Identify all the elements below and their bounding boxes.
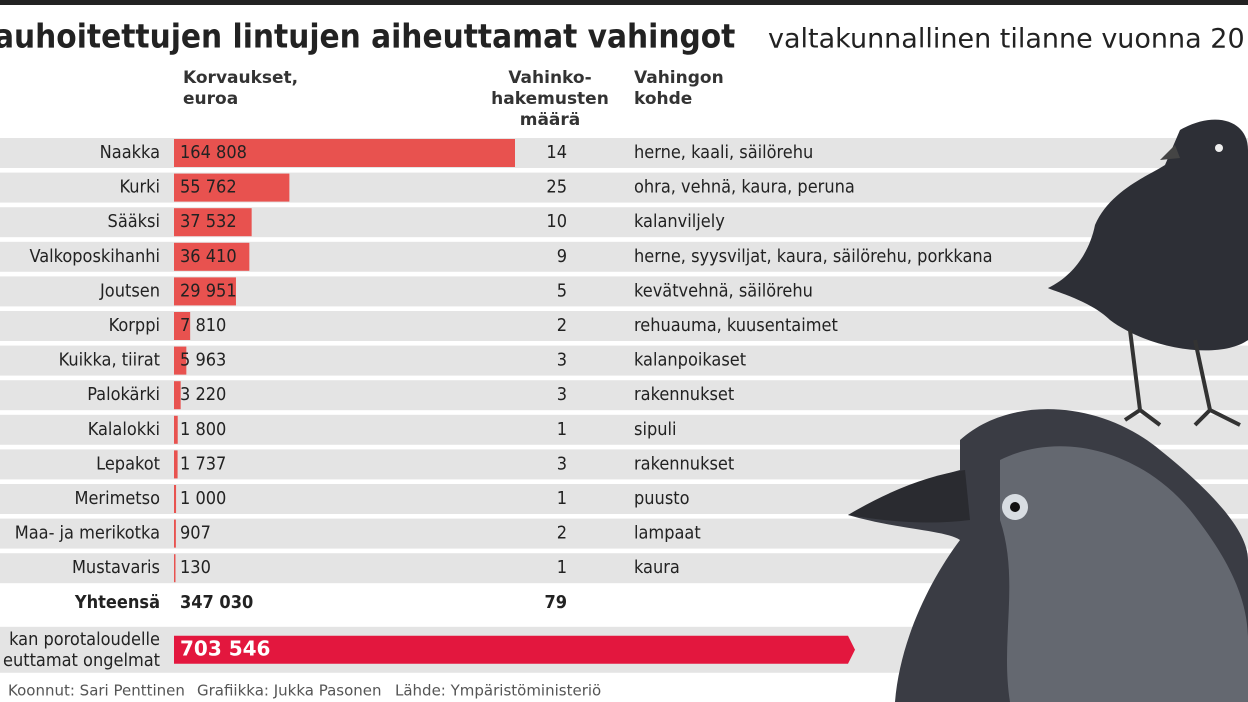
reindeer-bar <box>174 635 855 664</box>
value-label: 55 762 <box>180 177 237 198</box>
row-band <box>0 345 1248 376</box>
row-band <box>0 380 1248 411</box>
bar <box>174 139 515 167</box>
row-label: Korppi <box>109 315 160 336</box>
row-label: Maa- ja merikotka <box>15 523 160 544</box>
value-label: 36 410 <box>180 246 237 267</box>
bar <box>174 415 178 444</box>
row-label: Merimetso <box>74 488 160 509</box>
application-count: 3 <box>557 384 567 405</box>
subtitle: valtakunnallinen tilanne vuonna 20 <box>768 24 1245 55</box>
column-header: Korvaukset, <box>183 68 298 88</box>
damage-target: kevätvehnä, säilörehu <box>634 280 813 301</box>
footer-credit: Lähde: Ympäristöministeriö <box>395 682 601 700</box>
total-applications: 79 <box>544 592 567 613</box>
column-header: hakemusten <box>491 89 609 109</box>
damage-target: puusto <box>634 488 690 509</box>
application-count: 1 <box>557 557 567 578</box>
application-count: 3 <box>557 453 567 474</box>
crow-illustration <box>848 119 1248 702</box>
column-header: kohde <box>634 89 692 109</box>
application-count: 5 <box>557 280 567 301</box>
row-label: Naakka <box>100 142 160 163</box>
row-label: Palokärki <box>87 384 160 405</box>
damage-target: rehuauma, kuusentaimet <box>634 315 838 336</box>
bar <box>174 485 177 513</box>
damage-target: lampaat <box>634 523 701 544</box>
damage-target: sipuli <box>634 419 677 440</box>
value-label: 37 532 <box>180 211 237 232</box>
damage-target: herne, syysviljat, kaura, säilörehu, por… <box>634 246 993 267</box>
bar <box>174 208 252 237</box>
footer-credit: Koonnut: Sari Penttinen <box>8 682 185 700</box>
application-count: 14 <box>546 142 567 163</box>
row-label: Valkoposkihanhi <box>30 246 160 267</box>
value-label: 1 800 <box>180 419 226 440</box>
row-label: Kurki <box>119 177 160 198</box>
value-label: 130 <box>180 557 211 578</box>
bar <box>174 312 191 340</box>
reindeer-label: kan porotaloudelle <box>9 629 160 650</box>
value-label: 164 808 <box>180 142 247 163</box>
damage-target: rakennukset <box>634 453 734 474</box>
application-count: 9 <box>557 246 567 267</box>
bar <box>174 554 176 583</box>
column-header: Vahingon <box>634 68 724 88</box>
value-label: 5 963 <box>180 350 226 371</box>
damage-target: ohra, vehnä, kaura, peruna <box>634 177 855 198</box>
application-count: 25 <box>546 177 567 198</box>
column-header: euroa <box>183 89 238 109</box>
value-label: 7 810 <box>180 315 226 336</box>
column-header: määrä <box>520 110 581 130</box>
row-label: Kuikka, tiirat <box>59 350 160 371</box>
bar <box>174 346 187 375</box>
damage-target: kalanviljely <box>634 211 725 232</box>
footer-credit: Grafiikka: Jukka Pasonen <box>197 682 382 700</box>
row-label: Joutsen <box>99 280 160 301</box>
row-label: Lepakot <box>96 453 160 474</box>
value-label: 1 737 <box>180 453 226 474</box>
row-label: Kalalokki <box>88 419 160 440</box>
column-header: Vahinko- <box>508 68 591 88</box>
row-label: Sääksi <box>108 211 160 232</box>
title: auhoitettujen lintujen aiheuttamat vahin… <box>0 17 735 56</box>
application-count: 2 <box>557 523 567 544</box>
damage-target: kalanpoikaset <box>634 350 746 371</box>
application-count: 2 <box>557 315 567 336</box>
bar <box>174 450 178 479</box>
total-value: 347 030 <box>180 592 253 613</box>
reindeer-value: 703 546 <box>180 636 270 660</box>
bar <box>174 381 181 410</box>
row-band <box>0 311 1248 341</box>
value-label: 29 951 <box>180 280 237 301</box>
value-label: 3 220 <box>180 384 226 405</box>
damage-target: rakennukset <box>634 384 734 405</box>
row-label: Mustavaris <box>72 557 160 578</box>
application-count: 1 <box>557 419 567 440</box>
application-count: 10 <box>546 211 567 232</box>
total-label: Yhteensä <box>74 592 160 613</box>
bar <box>174 277 236 306</box>
application-count: 1 <box>557 488 567 509</box>
bar <box>174 519 176 548</box>
bar <box>174 173 290 202</box>
application-count: 3 <box>557 350 567 371</box>
damage-target: kaura <box>634 557 680 578</box>
damage-target: herne, kaali, säilörehu <box>634 142 813 163</box>
reindeer-label: euttamat ongelmat <box>3 650 160 671</box>
value-label: 907 <box>180 523 211 544</box>
value-label: 1 000 <box>180 488 226 509</box>
top-rule <box>0 0 1248 5</box>
bar <box>174 242 250 271</box>
